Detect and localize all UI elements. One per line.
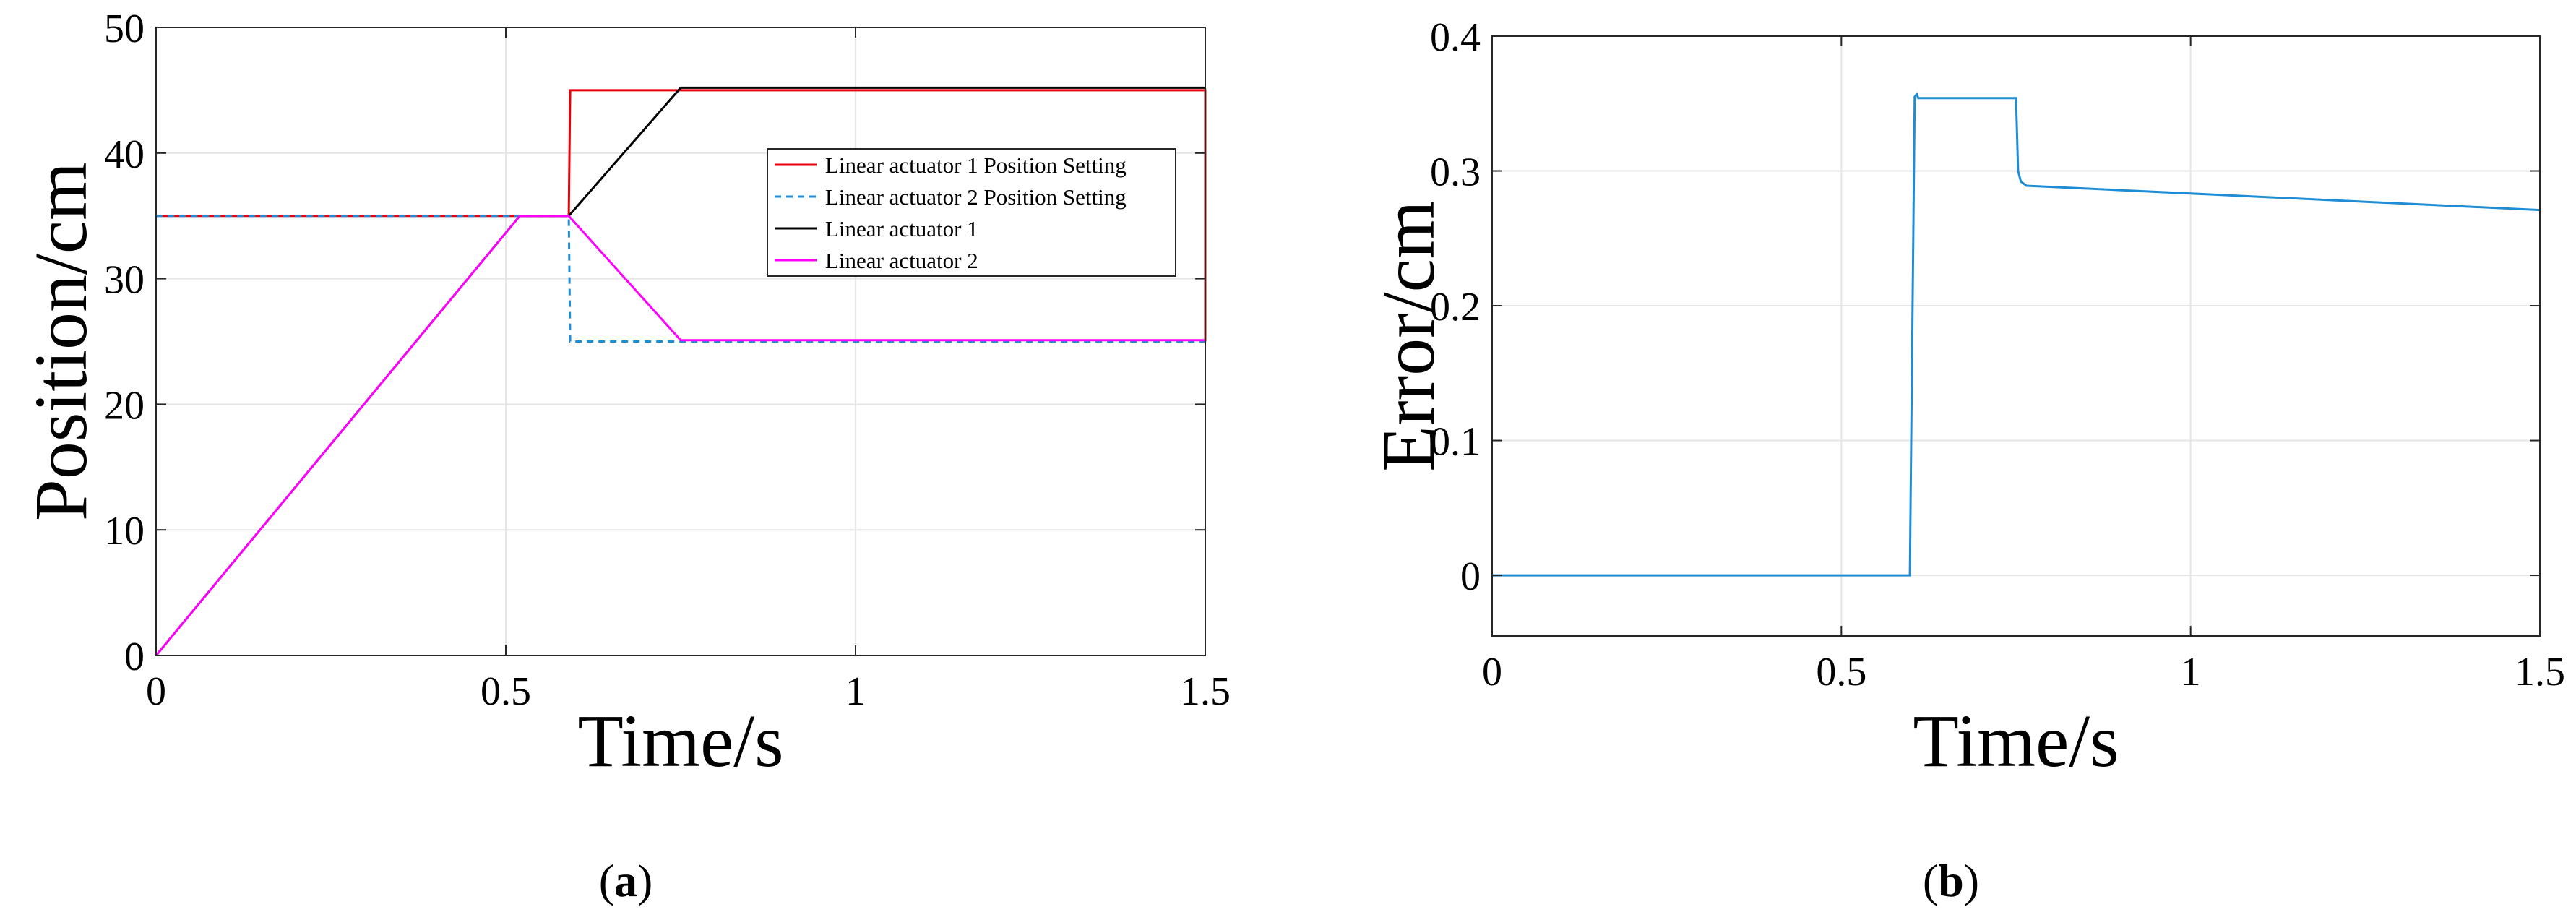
panel-b-chart: 0 0.5 1 1.5 0 0.1 0.2 0.3 0.4 Time/s Error/cm (b): [1367, 15, 2565, 906]
y-tick-label: 0.3: [1430, 150, 1481, 195]
legend-label-1: Linear actuator 1 Position Setting: [825, 152, 1127, 178]
x-tick-label: 0.5: [481, 669, 531, 714]
y-axis-label: Error/cm: [1367, 200, 1450, 471]
legend-label-3: Linear actuator 1: [825, 216, 978, 241]
legend-box: [767, 148, 1176, 277]
panel-a-chart: 0 0.5 1 1.5 0 10 20 30 40 50 Time/s Position/cm (a) L…: [20, 7, 1231, 906]
y-tick-label: 0.1: [1430, 420, 1481, 465]
y-tick-label: 0.2: [1430, 285, 1481, 330]
series-line-4: [155, 215, 1205, 656]
y-tick-label: 0: [124, 635, 145, 679]
y-tick-label: 40: [104, 132, 145, 177]
x-tick-label: 1: [2181, 650, 2201, 695]
x-tick-label: 0.5: [1816, 650, 1866, 695]
y-axis-label: Position/cm: [20, 162, 103, 521]
x-tick-label: 0: [1482, 650, 1502, 695]
series-line-2: [156, 215, 1205, 343]
x-tick-label: 1.5: [2515, 650, 2565, 695]
panel-label: (a): [599, 855, 653, 906]
legend-label-2: Linear actuator 2 Position Setting: [825, 184, 1127, 210]
x-tick-label: 1: [845, 669, 866, 714]
x-tick-label: 0: [146, 669, 166, 714]
y-tick-label: 10: [104, 509, 145, 554]
y-tick-label: 50: [104, 7, 145, 51]
y-tick-label: 30: [104, 258, 145, 303]
axes-box: [1491, 35, 2541, 637]
x-tick-label: 1.5: [1180, 669, 1231, 714]
y-tick-label: 20: [104, 383, 145, 428]
legend: Linear actuator 1 Position Setting Linear…: [767, 148, 1176, 277]
series-line-1: [1492, 92, 2541, 577]
axes-box: [155, 27, 1206, 656]
x-axis-label: Time/s: [1913, 700, 2119, 783]
y-tick-label: 0: [1460, 554, 1481, 599]
y-tick-label: 0.4: [1430, 15, 1481, 60]
legend-label-4: Linear actuator 2: [825, 248, 978, 273]
x-axis-label: Time/s: [577, 700, 783, 783]
panel-label: (b): [1923, 855, 1979, 906]
